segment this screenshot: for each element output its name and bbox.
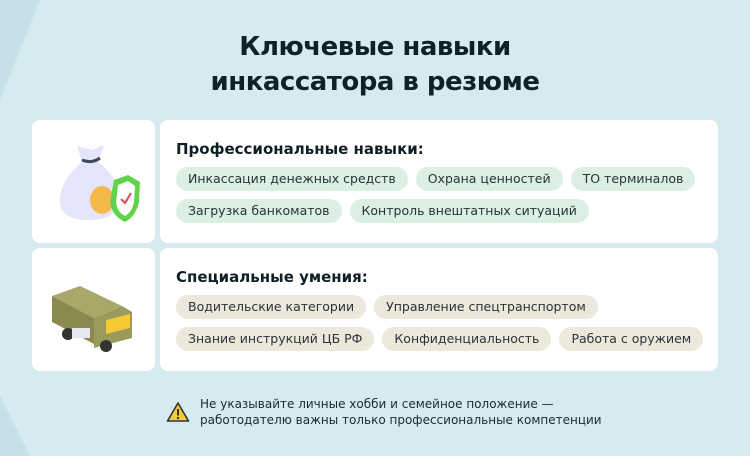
skill-tag: Инкассация денежных средств	[176, 167, 408, 191]
skill-tag: Охрана ценностей	[415, 167, 563, 191]
page-title: Ключевые навыки инкассатора в резюме	[210, 32, 540, 97]
skill-tag: Знание инструкций ЦБ РФ	[176, 327, 375, 351]
money-bag-shield-icon	[59, 145, 140, 222]
special-skills-card: Специальные умения: Водительские категор…	[160, 248, 718, 371]
icon-card	[32, 120, 155, 243]
skill-tag: Управление спецтранспортом	[374, 295, 598, 319]
professional-skills-card: Профессиональные навыки: Инкассация дене…	[160, 120, 718, 243]
section-heading: Специальные умения:	[176, 268, 368, 286]
skill-tag: Контроль внештатных ситуаций	[349, 199, 589, 223]
section-heading: Профессиональные навыки:	[176, 140, 424, 158]
warning-text: Не указывайте личные хобби и семейное по…	[200, 397, 602, 427]
warning-icon	[166, 402, 190, 422]
tag-list: Водительские категории Управление спецтр…	[176, 295, 706, 351]
skill-tag: Загрузка банкоматов	[176, 199, 342, 223]
skill-tag: Работа с оружием	[559, 327, 704, 351]
skill-tag: Водительские категории	[176, 295, 367, 319]
skill-tag: Конфиденциальность	[382, 327, 552, 351]
tag-list: Инкассация денежных средств Охрана ценно…	[176, 167, 706, 223]
icon-card	[32, 248, 155, 371]
skill-tag: ТО терминалов	[570, 167, 696, 191]
warning-note: Не указывайте личные хобби и семейное по…	[166, 396, 602, 428]
armored-truck-icon	[52, 286, 132, 352]
background-shape	[0, 396, 30, 456]
